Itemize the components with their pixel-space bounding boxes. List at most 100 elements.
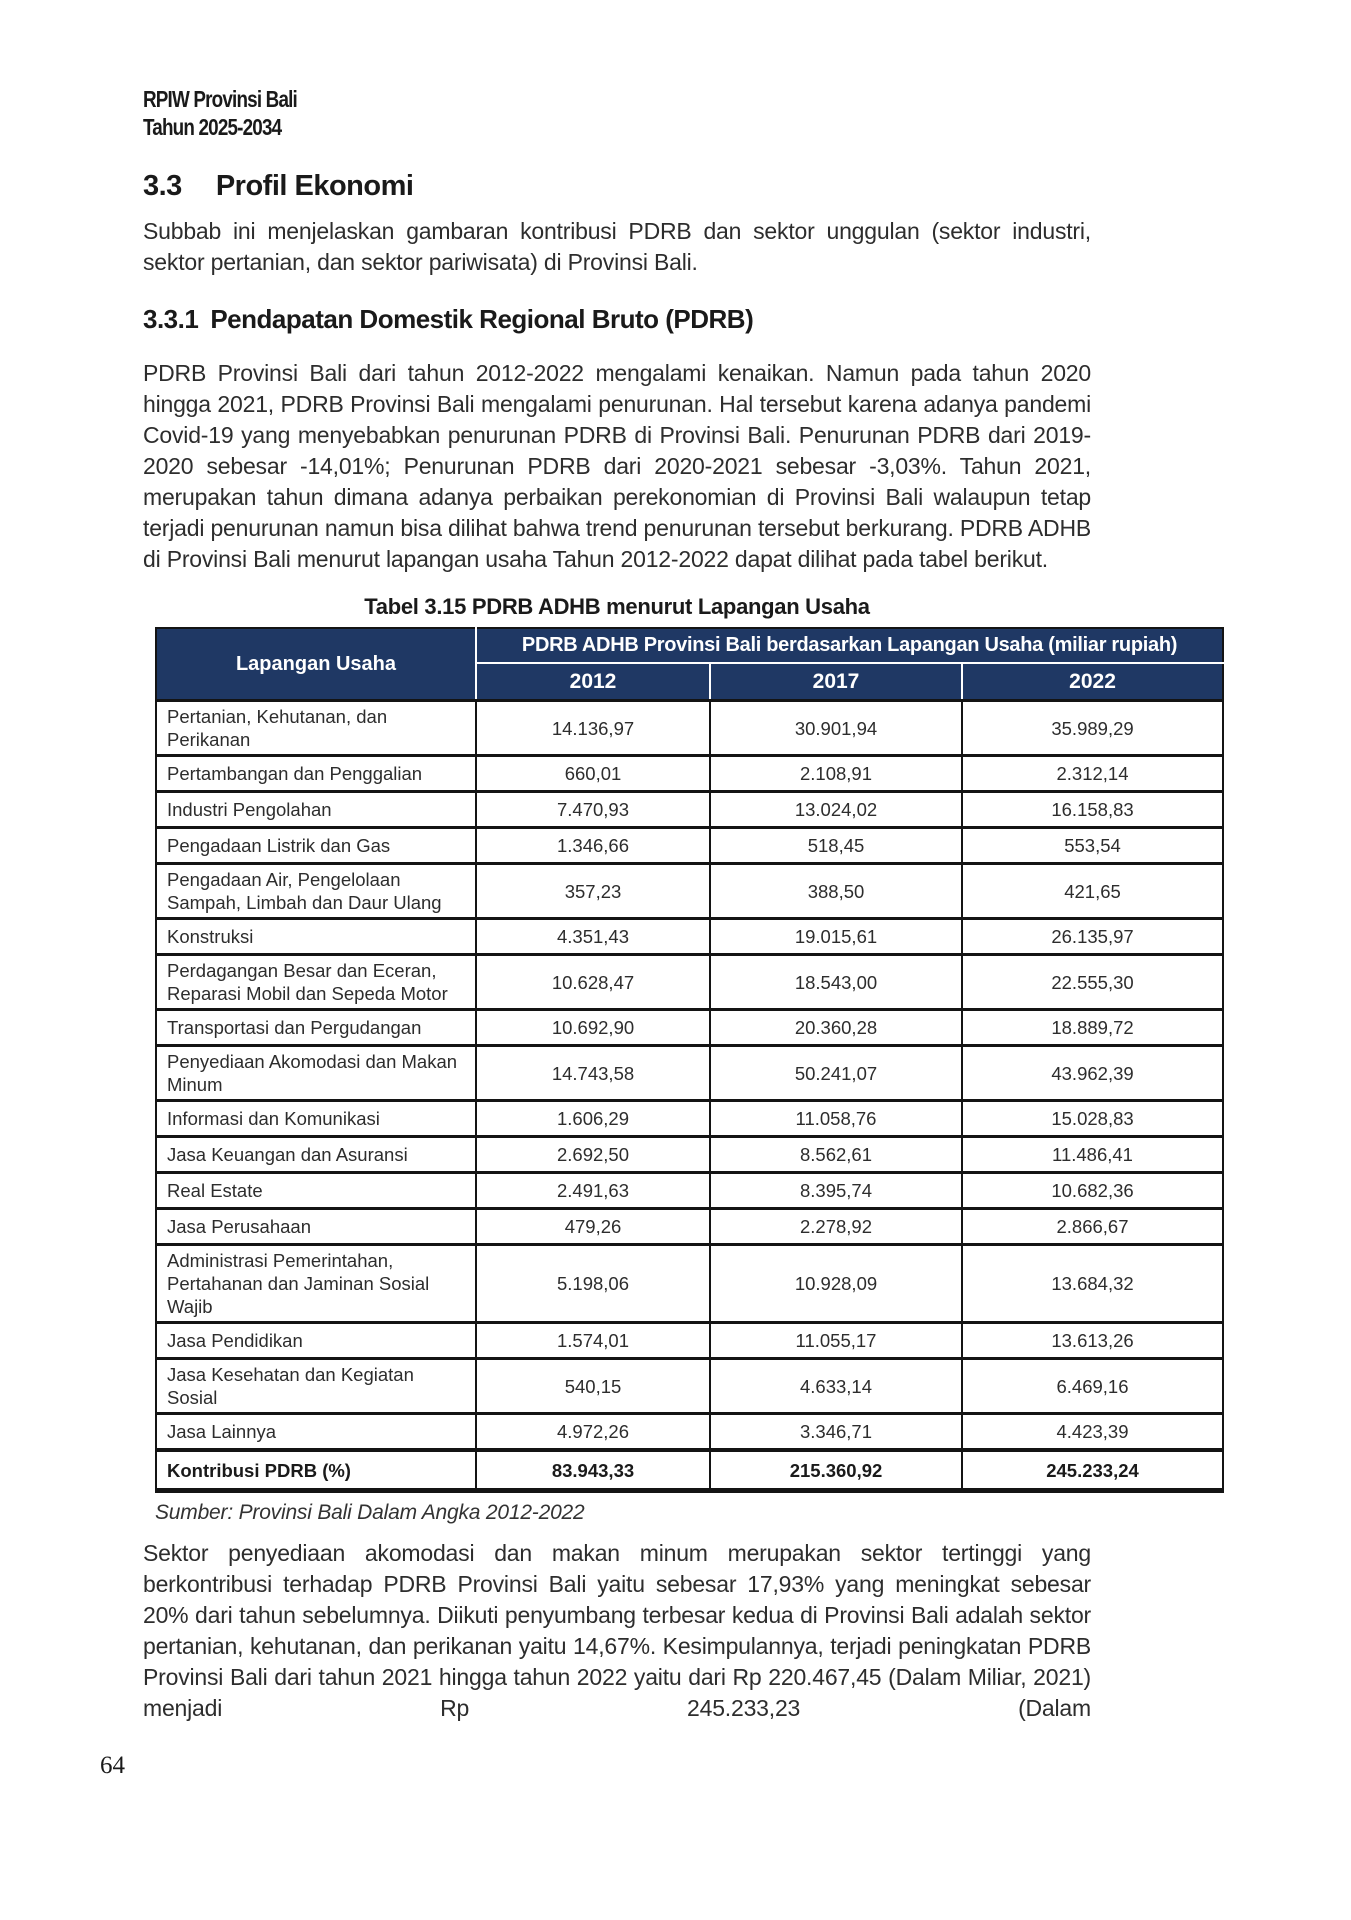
- pdrb-table: Lapangan Usaha PDRB ADHB Provinsi Bali b…: [155, 627, 1225, 1493]
- row-value-2012: 4.351,43: [476, 917, 711, 955]
- table-row: Real Estate 2.491,63 8.395,74 10.682,36: [156, 1171, 1224, 1209]
- row-label-cell: Pengadaan Air, Pengelolaan Sampah, Limba…: [156, 862, 477, 919]
- row-value-2012: 357,23: [476, 862, 711, 919]
- row-label-cell: Informasi dan Komunikasi: [156, 1099, 477, 1137]
- row-value-2022: 2.866,67: [962, 1207, 1224, 1245]
- row-label-cell: Transportasi dan Pergudangan: [156, 1008, 477, 1046]
- header-cell-year-2012: 2012: [476, 663, 711, 701]
- row-value-2012: 1.346,66: [476, 826, 711, 864]
- row-value-2017: 518,45: [710, 826, 963, 864]
- row-label-cell: Perdagangan Besar dan Eceran, Reparasi M…: [156, 953, 477, 1010]
- header-cell-year-2017: 2017: [710, 663, 963, 701]
- table-row: Transportasi dan Pergudangan 10.692,90 2…: [156, 1008, 1224, 1046]
- total-value-2022: 245.233,24: [962, 1448, 1224, 1493]
- row-value-2012: 2.692,50: [476, 1135, 711, 1173]
- page-number: 64: [100, 1752, 125, 1779]
- row-value-2012: 660,01: [476, 754, 711, 792]
- total-row: Kontribusi PDRB (%) 83.943,33 215.360,92…: [156, 1448, 1224, 1493]
- row-value-2012: 1.574,01: [476, 1321, 711, 1359]
- row-label-cell: Jasa Lainnya: [156, 1412, 477, 1450]
- row-value-2017: 388,50: [710, 862, 963, 919]
- row-value-2012: 7.470,93: [476, 790, 711, 828]
- subsection-title: Pendapatan Domestik Regional Bruto (PDRB…: [210, 304, 754, 334]
- row-value-2017: 8.395,74: [710, 1171, 963, 1209]
- table-row: Jasa Keuangan dan Asuransi 2.692,50 8.56…: [156, 1135, 1224, 1173]
- document-header-line1: RPIW Provinsi Bali: [143, 86, 298, 112]
- row-value-2022: 11.486,41: [962, 1135, 1224, 1173]
- row-label-cell: Jasa Keuangan dan Asuransi: [156, 1135, 477, 1173]
- row-value-2017: 30.901,94: [710, 699, 963, 756]
- row-value-2022: 13.684,32: [962, 1243, 1224, 1323]
- row-value-2012: 14.743,58: [476, 1044, 711, 1101]
- row-value-2022: 16.158,83: [962, 790, 1224, 828]
- row-value-2022: 18.889,72: [962, 1008, 1224, 1046]
- row-value-2012: 10.628,47: [476, 953, 711, 1010]
- row-label-cell: Real Estate: [156, 1171, 477, 1209]
- row-value-2022: 13.613,26: [962, 1321, 1224, 1359]
- table-row: Administrasi Pemerintahan, Pertahanan da…: [156, 1243, 1224, 1323]
- table-row: Pertanian, Kehutanan, dan Perikanan 14.1…: [156, 699, 1224, 756]
- row-value-2017: 3.346,71: [710, 1412, 963, 1450]
- row-label-cell: Konstruksi: [156, 917, 477, 955]
- table-header: Lapangan Usaha PDRB ADHB Provinsi Bali b…: [156, 628, 1224, 701]
- section-heading: 3.3 Profil Ekonomi: [143, 169, 1091, 203]
- table-caption: Tabel 3.15 PDRB ADHB menurut Lapangan Us…: [364, 594, 870, 619]
- total-value-2017: 215.360,92: [710, 1448, 963, 1493]
- row-value-2022: 43.962,39: [962, 1044, 1224, 1101]
- row-value-2022: 4.423,39: [962, 1412, 1224, 1450]
- subsection-number: 3.3.1: [143, 304, 199, 334]
- row-value-2017: 11.058,76: [710, 1099, 963, 1137]
- row-value-2017: 18.543,00: [710, 953, 963, 1010]
- table-row: Jasa Pendidikan 1.574,01 11.055,17 13.61…: [156, 1321, 1224, 1359]
- row-value-2017: 2.278,92: [710, 1207, 963, 1245]
- row-value-2022: 421,65: [962, 862, 1224, 919]
- table-row: Jasa Kesehatan dan Kegiatan Sosial 540,1…: [156, 1357, 1224, 1414]
- header-cell-lapangan-usaha: Lapangan Usaha: [156, 628, 477, 701]
- pdrb-table-wrapper: Lapangan Usaha PDRB ADHB Provinsi Bali b…: [155, 627, 1225, 1493]
- row-value-2017: 19.015,61: [710, 917, 963, 955]
- total-value-2012: 83.943,33: [476, 1448, 711, 1493]
- row-value-2012: 1.606,29: [476, 1099, 711, 1137]
- row-label-cell: Pengadaan Listrik dan Gas: [156, 826, 477, 864]
- table-row: Pengadaan Air, Pengelolaan Sampah, Limba…: [156, 862, 1224, 919]
- row-value-2017: 2.108,91: [710, 754, 963, 792]
- row-value-2012: 14.136,97: [476, 699, 711, 756]
- row-value-2022: 2.312,14: [962, 754, 1224, 792]
- table-row: Jasa Lainnya 4.972,26 3.346,71 4.423,39: [156, 1412, 1224, 1450]
- row-label-cell: Pertanian, Kehutanan, dan Perikanan: [156, 699, 477, 756]
- row-value-2012: 2.491,63: [476, 1171, 711, 1209]
- row-label-cell: Jasa Kesehatan dan Kegiatan Sosial: [156, 1357, 477, 1414]
- table-row: Konstruksi 4.351,43 19.015,61 26.135,97: [156, 917, 1224, 955]
- section-number: 3.3: [143, 170, 182, 202]
- row-value-2022: 6.469,16: [962, 1357, 1224, 1414]
- row-label-cell: Jasa Perusahaan: [156, 1207, 477, 1245]
- table-row: Pengadaan Listrik dan Gas 1.346,66 518,4…: [156, 826, 1224, 864]
- header-cell-span: PDRB ADHB Provinsi Bali berdasarkan Lapa…: [476, 628, 1224, 664]
- row-value-2017: 8.562,61: [710, 1135, 963, 1173]
- row-value-2022: 553,54: [962, 826, 1224, 864]
- page-content: RPIW Provinsi Bali Tahun 2025-2034 3.3 Pr…: [143, 85, 1225, 1724]
- document-header: RPIW Provinsi Bali Tahun 2025-2034: [143, 85, 920, 141]
- table-row: Pertambangan dan Penggalian 660,01 2.108…: [156, 754, 1224, 792]
- row-value-2012: 4.972,26: [476, 1412, 711, 1450]
- row-label-cell: Penyediaan Akomodasi dan Makan Minum: [156, 1044, 477, 1101]
- table-body: Pertanian, Kehutanan, dan Perikanan 14.1…: [156, 699, 1224, 1450]
- table-source-note: Sumber: Provinsi Bali Dalam Angka 2012-2…: [155, 1501, 585, 1524]
- row-value-2017: 50.241,07: [710, 1044, 963, 1101]
- table-row: Jasa Perusahaan 479,26 2.278,92 2.866,67: [156, 1207, 1224, 1245]
- row-value-2012: 540,15: [476, 1357, 711, 1414]
- table-row: Perdagangan Besar dan Eceran, Reparasi M…: [156, 953, 1224, 1010]
- row-value-2022: 35.989,29: [962, 699, 1224, 756]
- row-value-2012: 5.198,06: [476, 1243, 711, 1323]
- row-label-cell: Industri Pengolahan: [156, 790, 477, 828]
- total-row-label: Kontribusi PDRB (%): [156, 1448, 477, 1493]
- row-label-cell: Administrasi Pemerintahan, Pertahanan da…: [156, 1243, 477, 1323]
- section-title: Profil Ekonomi: [215, 170, 414, 202]
- body-paragraph: PDRB Provinsi Bali dari tahun 2012-2022 …: [143, 360, 1091, 572]
- table-row: Industri Pengolahan 7.470,93 13.024,02 1…: [156, 790, 1224, 828]
- row-value-2022: 10.682,36: [962, 1171, 1224, 1209]
- row-value-2022: 22.555,30: [962, 953, 1224, 1010]
- header-cell-year-2022: 2022: [962, 663, 1224, 701]
- subsection-heading: 3.3.1 Pendapatan Domestik Regional Bruto …: [143, 304, 1091, 335]
